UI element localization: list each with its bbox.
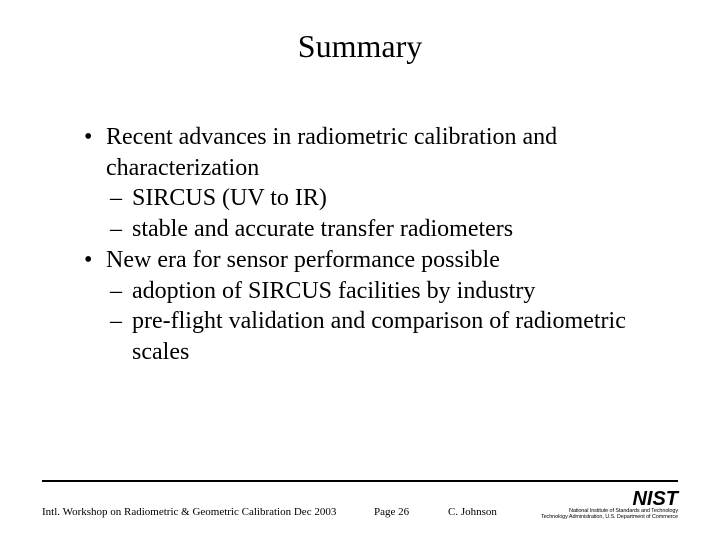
nist-logo-line2: Technology Administration, U.S. Departme… — [541, 514, 678, 520]
nist-logo-word: NIST — [541, 490, 678, 508]
bullet-text: SIRCUS (UV to IR) — [132, 185, 327, 211]
bullet-text: adoption of SIRCUS facilities by industr… — [132, 278, 535, 304]
slide: Summary Recent advances in radiometric c… — [0, 0, 720, 540]
bullet-level2: SIRCUS (UV to IR) — [84, 183, 660, 214]
bullet-text: stable and accurate transfer radiometers — [132, 216, 513, 242]
nist-logo: NIST National Institute of Standards and… — [541, 490, 678, 520]
bullet-text: Recent advances in radiometric calibrati… — [106, 124, 557, 181]
bullet-level1: Recent advances in radiometric calibrati… — [84, 122, 660, 183]
bullet-level2: adoption of SIRCUS facilities by industr… — [84, 276, 660, 307]
slide-body: Recent advances in radiometric calibrati… — [84, 122, 660, 368]
bullet-text: New era for sensor performance possible — [106, 247, 500, 273]
footer: Intl. Workshop on Radiometric & Geometri… — [42, 496, 678, 518]
bullet-level1: New era for sensor performance possible — [84, 245, 660, 276]
divider-line — [42, 480, 678, 482]
footer-page-number: Page 26 — [374, 506, 409, 518]
footer-author: C. Johnson — [448, 506, 497, 518]
slide-title: Summary — [0, 28, 720, 65]
bullet-level2: stable and accurate transfer radiometers — [84, 214, 660, 245]
footer-left-text: Intl. Workshop on Radiometric & Geometri… — [42, 506, 336, 518]
bullet-level2: pre-flight validation and comparison of … — [84, 306, 660, 367]
bullet-text: pre-flight validation and comparison of … — [132, 308, 626, 365]
